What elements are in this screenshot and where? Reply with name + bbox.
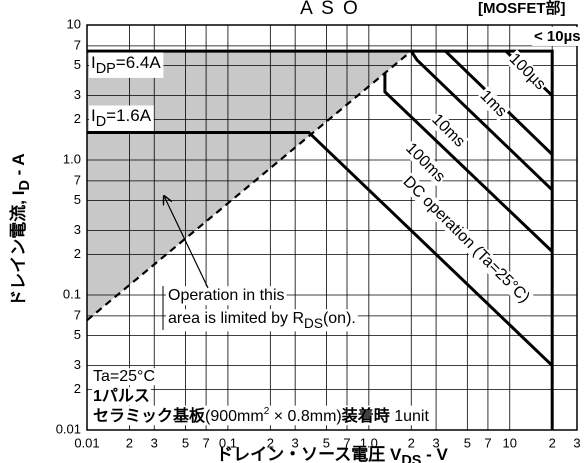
x-tick-label: 5	[464, 435, 471, 450]
y-tick-label: 3	[74, 87, 81, 102]
label-background	[532, 26, 583, 46]
idp-label: IDP=6.4A	[91, 53, 161, 76]
series-line	[87, 130, 554, 367]
x-tick-label: 2	[126, 435, 133, 450]
x-tick-label: 2	[408, 435, 415, 450]
y-axis-label-sub: D	[17, 180, 33, 190]
y-tick-label: 0.01	[56, 421, 81, 436]
y-tick-label: 3	[74, 357, 81, 372]
note-line2-text: area is limited by R	[168, 310, 304, 327]
y-tick-label: 7	[74, 172, 81, 187]
y-tick-label: 5	[74, 192, 81, 207]
idp-label-sub: DP	[96, 61, 116, 77]
id-label-sub: D	[96, 114, 106, 130]
label-background	[166, 309, 358, 332]
x-axis-label: ドレイン・ソース電圧 VDS - V	[216, 445, 448, 463]
board-part: × 0.8mm)	[269, 408, 341, 425]
label-background	[166, 286, 287, 306]
label-background	[427, 110, 469, 152]
x-tick-label: 5	[323, 435, 330, 450]
y-tick-label: 10	[67, 16, 81, 31]
x-axis-label-sub: DS	[401, 453, 421, 463]
label-background	[89, 52, 164, 78]
y-axis-label: ドレイン電流, ID - A	[8, 153, 32, 306]
note-line2: area is limited by RDS(on).	[168, 310, 356, 330]
x-tick-label: 0.01	[74, 435, 99, 450]
idp-label-rest: =6.4A	[116, 53, 162, 72]
note-line: Operation in this	[168, 287, 285, 304]
y-tick-label: 5	[74, 57, 81, 72]
x-tick-label: 7	[202, 435, 209, 450]
series-line	[410, 50, 554, 192]
label-background	[475, 86, 511, 122]
y-axis-label-text: ドレイン電流, I	[8, 191, 28, 307]
note-line2-rest: (on).	[323, 310, 356, 327]
series-line	[87, 49, 554, 430]
idp-label-text: I	[91, 53, 96, 72]
y-tick-label: 2	[74, 381, 81, 396]
chart-title: A S O	[300, 0, 360, 19]
board-part: 装着時	[341, 406, 390, 425]
series-label: 1ms	[476, 87, 509, 120]
label-background	[504, 49, 550, 95]
label-background	[401, 139, 449, 187]
y-tick-label: 3	[74, 222, 81, 237]
board-part: セラミック基板	[93, 406, 206, 425]
chart-subtitle: [MOSFET部]	[478, 0, 566, 17]
x-tick-label: 7	[484, 435, 491, 450]
y-tick-label: 1.0	[63, 151, 81, 166]
board-label: セラミック基板(900mm2 × 0.8mm)装着時 1unit	[93, 406, 429, 426]
x-tick-label: 3	[432, 435, 439, 450]
x-tick-label: 3	[151, 435, 158, 450]
lines-layer	[86, 49, 554, 430]
id-label-text: I	[91, 106, 96, 125]
pulse-label: 1パルス	[93, 387, 150, 405]
series-line	[383, 73, 554, 253]
x-tick-label: 2	[549, 435, 556, 450]
y-tick-label: 2	[74, 111, 81, 126]
series-label: 100µs	[506, 50, 549, 93]
x-tick-label: 2	[267, 435, 274, 450]
label-background	[92, 387, 151, 406]
y-axis-label-rest: - A	[9, 153, 28, 180]
y-tick-label: 7	[74, 307, 81, 322]
x-tick-label: 5	[182, 435, 189, 450]
label-background	[398, 172, 534, 308]
x-tick-label: 3	[573, 435, 580, 450]
x-tick-label: 1.0	[360, 435, 378, 450]
label-background	[92, 368, 156, 386]
note-arrow	[164, 196, 209, 289]
board-part: (900mm	[205, 408, 264, 425]
y-tick-label: 0.1	[63, 286, 81, 301]
board-part: 1unit	[390, 408, 430, 425]
id-label-rest: =1.6A	[106, 106, 152, 125]
note-line2-sub: DS	[304, 315, 323, 330]
dashed-line	[86, 50, 412, 322]
y-tick-label: 5	[74, 327, 81, 342]
label-background	[92, 405, 431, 426]
x-axis-label-text: ドレイン・ソース電圧 V	[216, 445, 402, 463]
board-part: 2	[264, 406, 270, 417]
x-axis-label-rest: - V	[421, 445, 448, 463]
pulse-region-label: < 10µs	[534, 28, 581, 45]
y-tick-label: 7	[74, 37, 81, 52]
y-tick-label: 2	[74, 246, 81, 261]
plot-frame	[86, 24, 578, 431]
label-background	[89, 105, 154, 131]
x-tick-label: 10	[503, 435, 517, 450]
x-tick-label: 3	[292, 435, 299, 450]
ta-label: Ta=25°C	[93, 368, 155, 385]
x-tick-label: 7	[343, 435, 350, 450]
x-tick-label: 0.1	[219, 435, 237, 450]
id-label: ID=1.6A	[91, 106, 152, 129]
